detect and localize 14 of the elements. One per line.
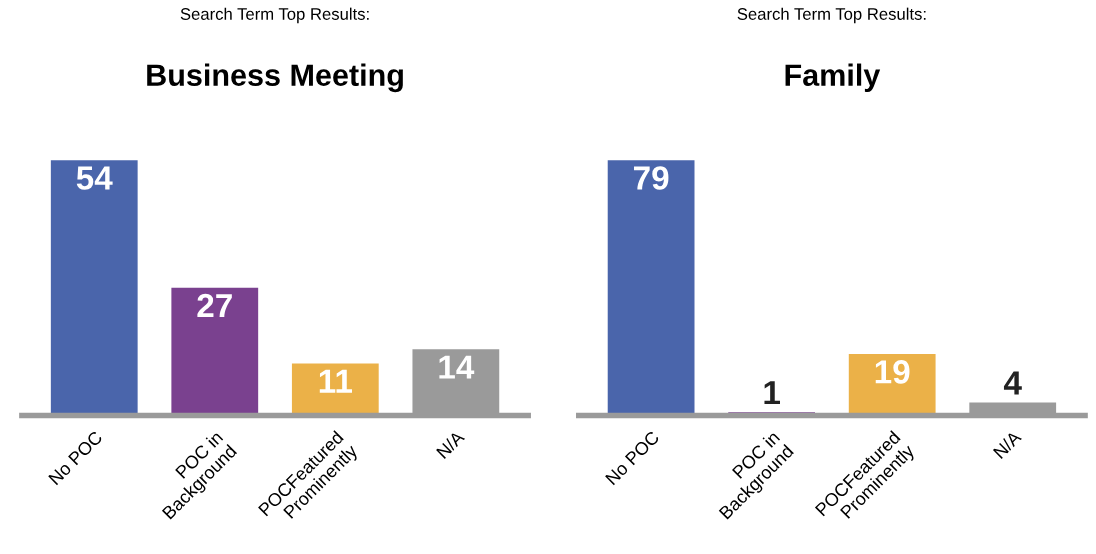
data-label: 14 (439, 355, 475, 379)
chart-subtitle: Search Term Top Results: (737, 7, 926, 24)
chart-title: Business Meeting (147, 63, 403, 93)
chart-subtitle: Search Term Top Results: (180, 7, 369, 24)
data-label: 4 (1003, 371, 1022, 395)
data-label: 27 (197, 293, 232, 318)
x-tick-label: N/A (992, 429, 1023, 459)
data-label: 54 (76, 166, 113, 190)
data-label: 1 (764, 381, 780, 405)
data-label: 11 (319, 369, 353, 393)
chart-title: Family (785, 63, 881, 93)
x-tick-label: N/A (435, 429, 466, 459)
data-label: 79 (634, 166, 669, 190)
data-label: 19 (875, 360, 910, 384)
